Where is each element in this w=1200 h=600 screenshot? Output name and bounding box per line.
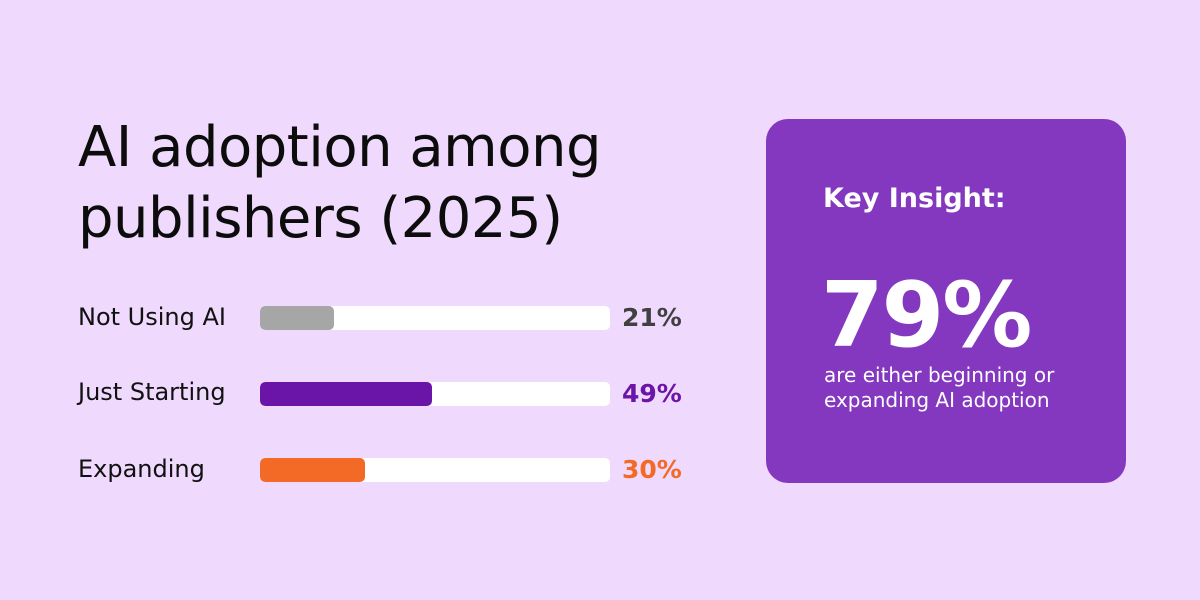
- insight-heading: Key Insight:: [823, 183, 1006, 214]
- insight-stat: 79%: [821, 263, 1032, 368]
- bar-value-label: 30%: [622, 455, 682, 484]
- bar-row: Expanding 30%: [0, 455, 720, 495]
- chart-title: AI adoption among publishers (2025): [78, 112, 738, 254]
- insight-text-line-2: expanding AI adoption: [824, 388, 1050, 412]
- insight-text: are either beginning or expanding AI ado…: [824, 363, 1114, 413]
- bar: [260, 306, 334, 330]
- key-insight-card: Key Insight: 79% are either beginning or…: [766, 119, 1126, 483]
- chart-title-line-1: AI adoption among: [78, 115, 602, 180]
- bar-category-label: Just Starting: [78, 378, 226, 406]
- bar-row: Not Using AI 21%: [0, 303, 720, 343]
- bar-track: [260, 382, 610, 406]
- bar: [260, 458, 365, 482]
- bar-category-label: Expanding: [78, 455, 205, 483]
- bar-value-label: 21%: [622, 303, 682, 332]
- bar-track: [260, 458, 610, 482]
- bar-category-label: Not Using AI: [78, 303, 226, 331]
- insight-text-line-1: are either beginning or: [824, 363, 1055, 387]
- bar-row: Just Starting 49%: [0, 378, 720, 419]
- bar: [260, 382, 432, 406]
- bar-track: [260, 306, 610, 330]
- chart-title-line-2: publishers (2025): [78, 186, 563, 251]
- bar-value-label: 49%: [622, 379, 682, 408]
